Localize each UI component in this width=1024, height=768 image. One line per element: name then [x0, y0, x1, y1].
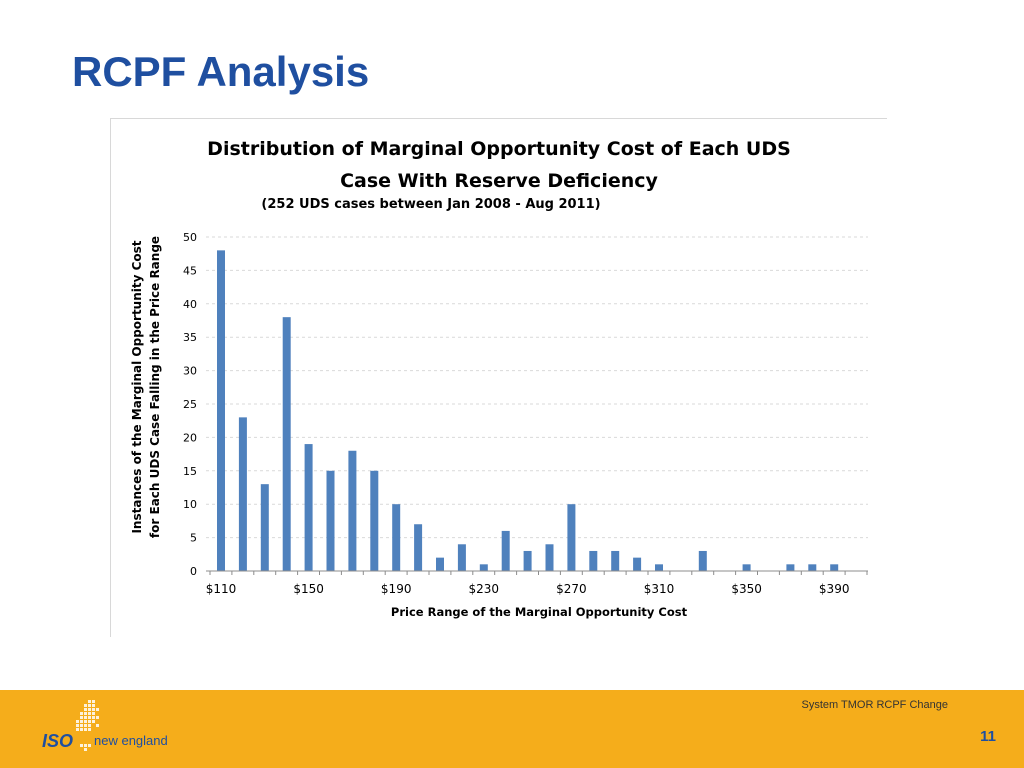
bar — [567, 504, 576, 571]
y-tick-label: 40 — [183, 298, 197, 311]
bar — [479, 564, 488, 571]
y-axis-label-line: Instances of the Marginal Opportunity Co… — [130, 240, 144, 533]
x-axis-label: Price Range of the Marginal Opportunity … — [391, 605, 688, 619]
x-tick-label: $110 — [206, 582, 237, 596]
bar — [830, 564, 839, 571]
x-tick-label: $190 — [381, 582, 412, 596]
x-tick-label: $390 — [819, 582, 850, 596]
x-tick-label: $350 — [731, 582, 762, 596]
page-number: 11 — [980, 728, 996, 745]
bar — [238, 417, 247, 571]
bar — [611, 550, 620, 571]
slide-title: RCPF Analysis — [72, 48, 370, 95]
x-tick-label: $150 — [293, 582, 324, 596]
chart-subtitle: (252 UDS cases between Jan 2008 - Aug 20… — [261, 197, 600, 212]
y-tick-label: 0 — [190, 565, 197, 578]
bar — [545, 544, 554, 571]
y-tick-label: 5 — [190, 532, 197, 545]
bar — [217, 250, 225, 572]
y-tick-label: 50 — [183, 231, 197, 244]
bar — [808, 564, 817, 571]
y-tick-label: 20 — [183, 431, 197, 444]
bar — [457, 544, 466, 571]
y-tick-label: 15 — [183, 465, 197, 478]
bar — [742, 564, 751, 571]
bar — [304, 444, 313, 571]
bar — [260, 484, 269, 571]
bar — [501, 530, 510, 571]
footer-subject: System TMOR RCPF Change — [801, 699, 948, 711]
bar — [698, 550, 707, 571]
x-tick-label: $270 — [556, 582, 587, 596]
new-england-map-icon — [76, 700, 99, 751]
bar — [370, 470, 379, 571]
y-tick-label: 10 — [183, 498, 197, 511]
y-tick-label: 35 — [183, 331, 197, 344]
y-tick-label: 30 — [183, 365, 197, 378]
y-axis-label-line: for Each UDS Case Falling in the Price R… — [148, 236, 162, 538]
bar — [436, 557, 444, 571]
logo-tagline: new england — [94, 733, 168, 748]
logo-iso-text: ISO — [42, 731, 74, 751]
bar — [633, 557, 642, 571]
y-tick-label: 25 — [183, 398, 197, 411]
bar — [392, 504, 401, 571]
x-tick-label: $310 — [644, 582, 675, 596]
bar — [348, 450, 357, 571]
bar — [282, 317, 291, 571]
chart-title-line: Distribution of Marginal Opportunity Cos… — [207, 138, 791, 160]
chart-title-line: Case With Reserve Deficiency — [340, 170, 658, 192]
bar — [414, 524, 423, 571]
logo: ISO new england — [38, 698, 198, 754]
chart-frame: Distribution of Marginal Opportunity Cos… — [110, 118, 887, 637]
bar — [655, 564, 663, 571]
bar — [326, 470, 335, 571]
x-tick-label: $230 — [469, 582, 500, 596]
chart-svg: Distribution of Marginal Opportunity Cos… — [130, 138, 868, 619]
bar — [786, 564, 795, 571]
footer-bar: ISO new england System TMOR RCPF Change … — [0, 690, 1024, 768]
y-tick-label: 45 — [183, 264, 197, 277]
bar — [523, 550, 532, 571]
bar — [589, 550, 598, 571]
